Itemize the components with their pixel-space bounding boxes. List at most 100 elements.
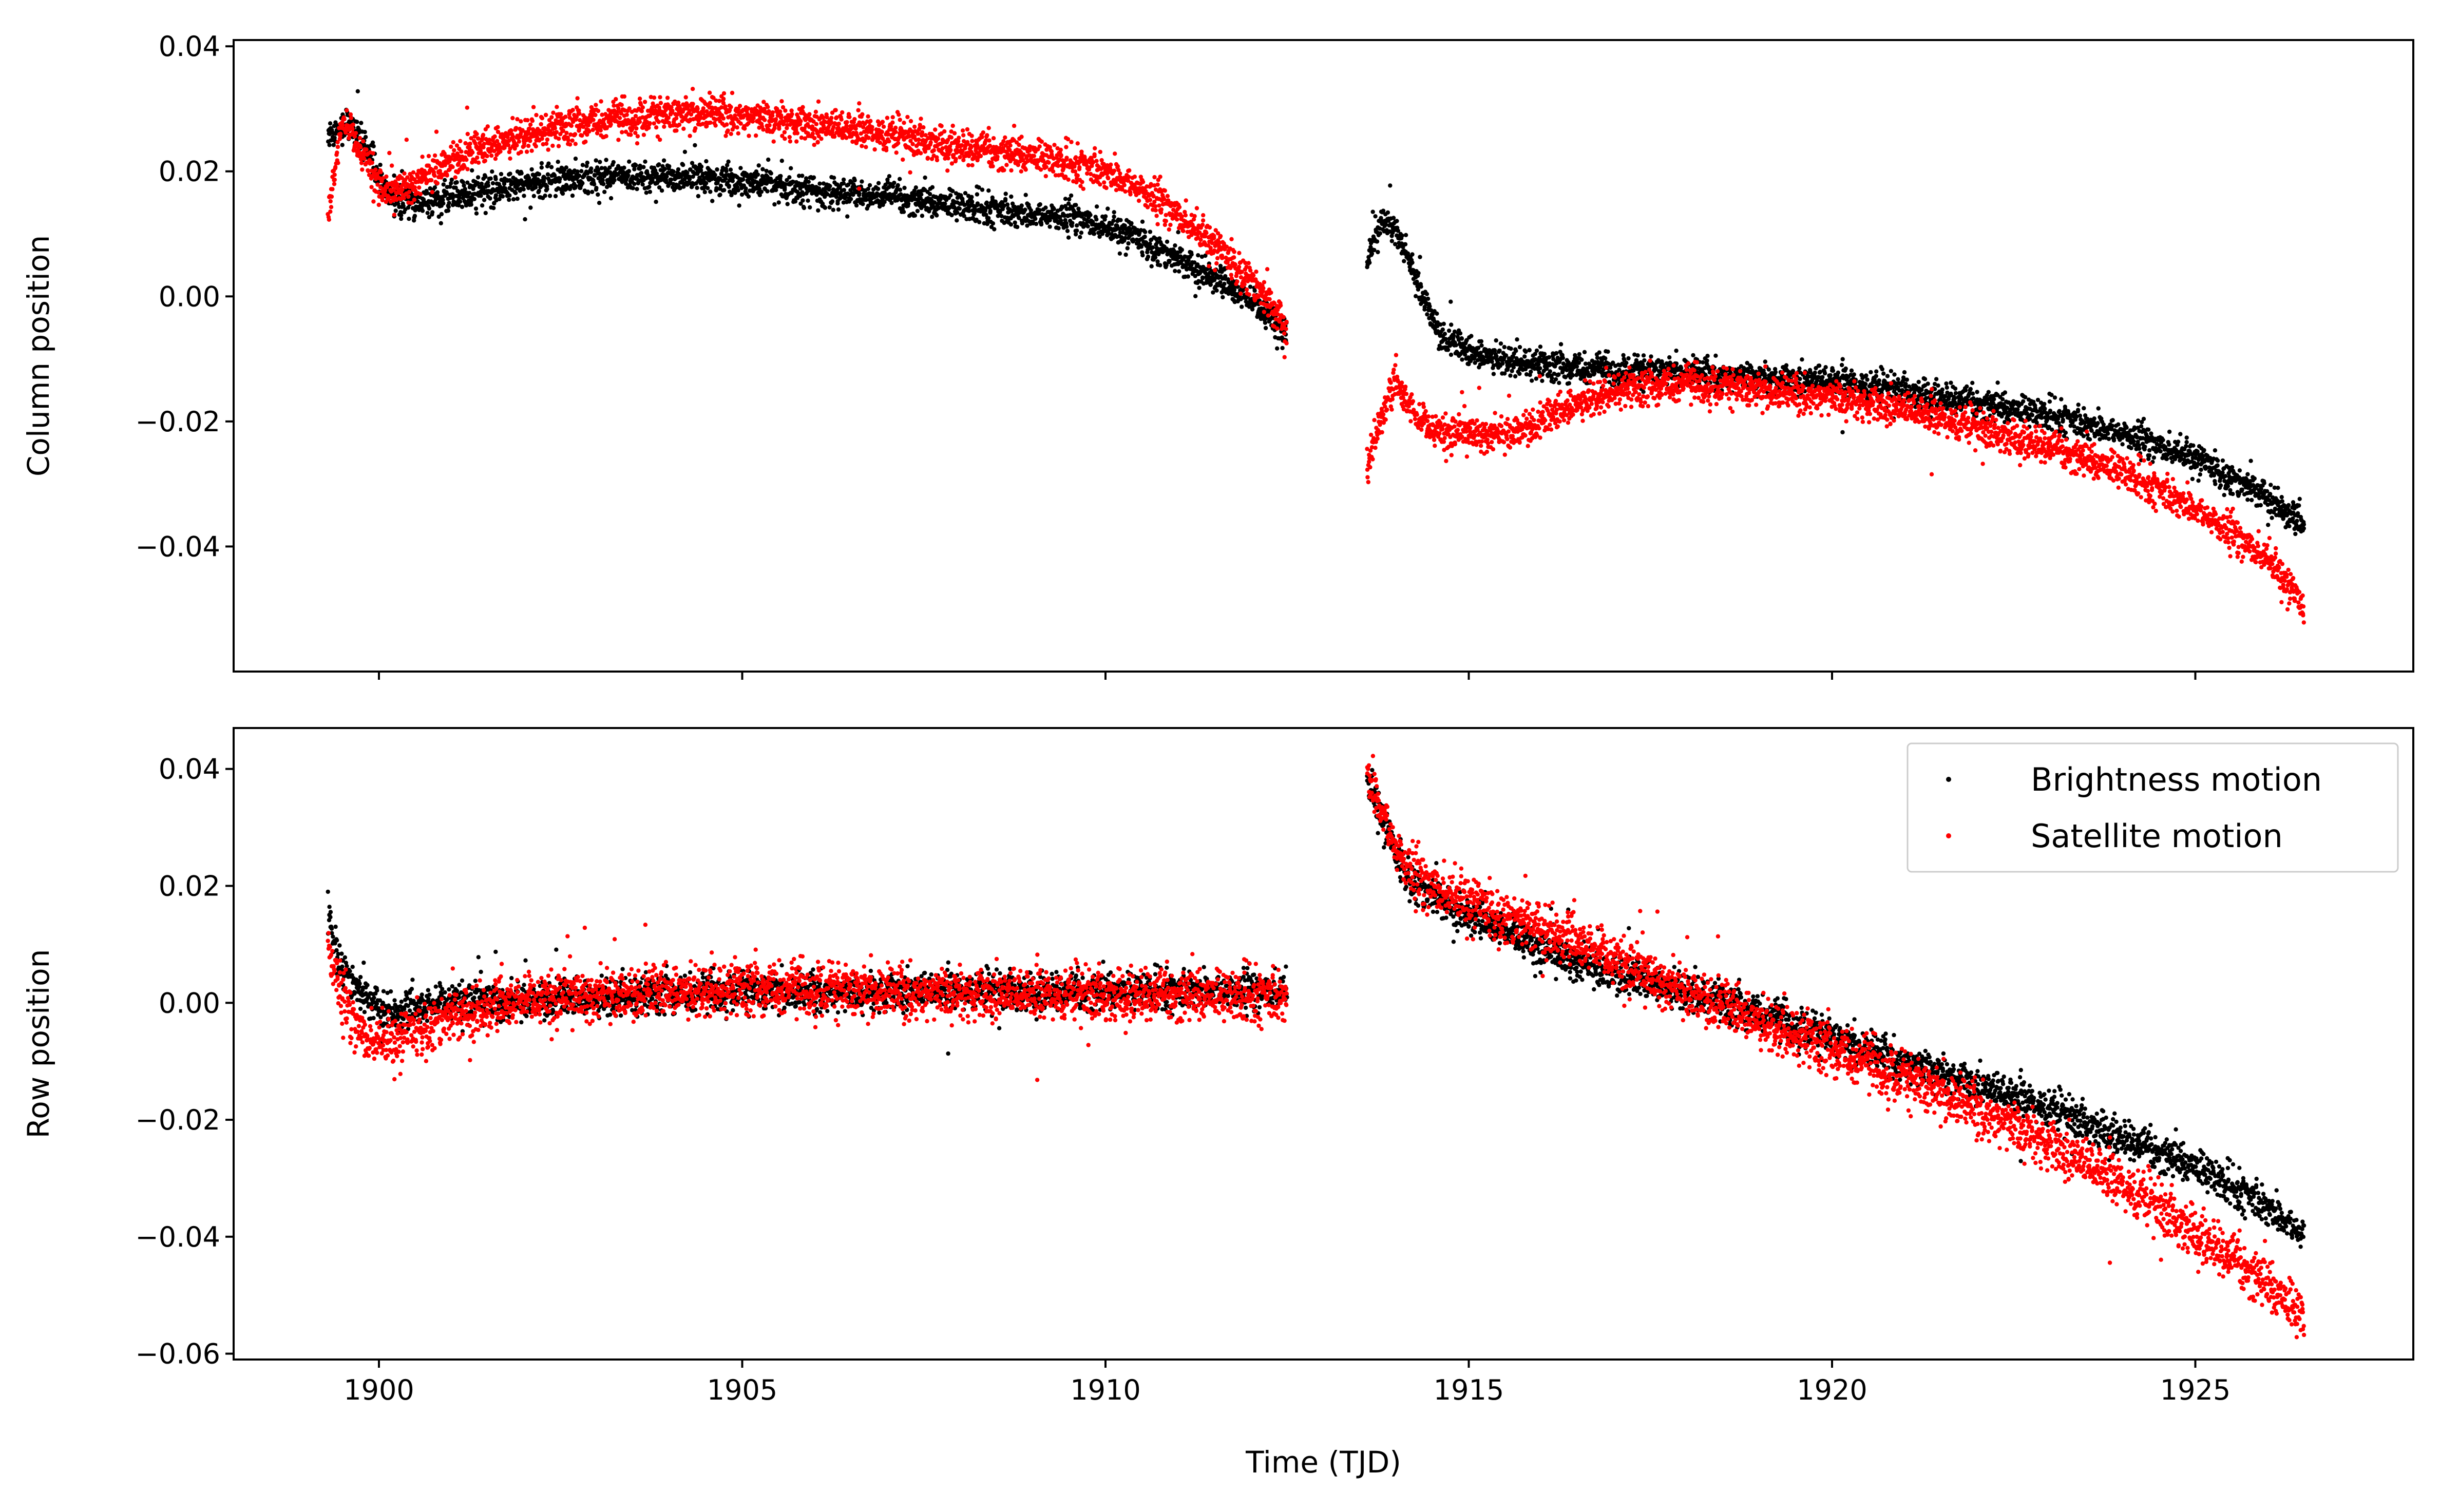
data-point [1275,346,1280,351]
data-point [1839,362,1844,368]
data-point [1705,354,1710,358]
data-point [546,161,551,166]
data-point [544,184,549,189]
data-point [515,196,520,201]
data-point [740,177,746,182]
data-point [1606,349,1610,354]
data-point [1513,374,1518,379]
data-point [1691,353,1695,358]
data-point [1118,218,1123,222]
data-point [2286,503,2291,508]
data-point [1679,366,1684,370]
data-point [1919,388,1924,392]
data-point [2223,474,2228,479]
data-point [2231,491,2235,496]
data-point [2106,431,2110,436]
data-point [2141,416,2146,422]
data-point [596,192,600,197]
data-point [643,159,647,164]
data-point [1642,358,1647,363]
data-point [718,183,723,188]
data-point [654,199,658,204]
data-point [579,169,584,174]
data-point [1479,339,1484,343]
data-point [679,175,683,179]
data-point [756,163,761,168]
data-point [1143,229,1148,234]
data-point [831,207,836,212]
data-point [1766,367,1771,372]
data-point [480,203,485,208]
data-point [1970,391,1975,396]
data-point [1378,231,1382,236]
data-point [912,213,918,218]
data-point [553,194,558,199]
data-point [1843,366,1848,371]
data-point [1975,390,1979,394]
data-point [943,201,947,206]
data-point [1497,348,1502,353]
data-point [1149,264,1154,269]
data-point [861,202,865,206]
data-point [2212,472,2216,476]
data-point [955,218,959,223]
data-point [1517,371,1522,376]
data-point [2216,458,2220,463]
data-point [640,182,645,187]
data-point [2052,395,2057,400]
data-point [471,186,475,192]
data-point [1968,387,1973,391]
data-point [1003,197,1008,201]
data-point [1240,304,1244,309]
data-point [328,199,333,204]
data-point [920,214,925,218]
data-point [340,143,345,147]
data-point [461,180,465,184]
data-point [2151,455,2157,460]
data-point [876,181,881,185]
data-point [2000,397,2005,401]
data-point [1140,219,1145,224]
data-point [435,190,440,195]
data-point [769,171,773,176]
data-point [639,171,644,176]
data-point [1425,312,1429,317]
data-point [455,188,460,194]
data-point [895,183,901,187]
data-point [2218,483,2223,488]
data-point [1542,352,1547,356]
data-point [1440,327,1445,332]
data-point [427,215,431,220]
data-point [1076,206,1081,211]
data-point [1900,388,1904,393]
column-position-points [326,87,2306,625]
data-point [1179,247,1184,252]
data-point [1039,222,1044,227]
data-point [2225,484,2231,489]
data-point [975,201,980,206]
data-point [2191,443,2196,448]
data-point [545,172,550,177]
data-point [1252,288,1257,293]
data-point [2147,448,2152,453]
data-point [1067,197,1072,202]
data-point [892,180,897,185]
data-point [1863,381,1868,387]
data-point [600,178,605,183]
data-point [464,203,469,208]
data-point [1510,369,1514,373]
data-point [2229,465,2235,470]
data-point [1148,229,1153,234]
data-point [1196,253,1200,258]
data-point [1142,234,1147,239]
data-point [1112,210,1116,215]
data-point [2075,408,2081,412]
data-point [738,166,743,170]
data-point [696,194,701,199]
data-point [1522,354,1527,359]
data-point [327,217,331,222]
data-point [556,160,560,164]
data-point [772,202,777,207]
data-point [1376,250,1380,255]
data-point [2198,472,2202,477]
